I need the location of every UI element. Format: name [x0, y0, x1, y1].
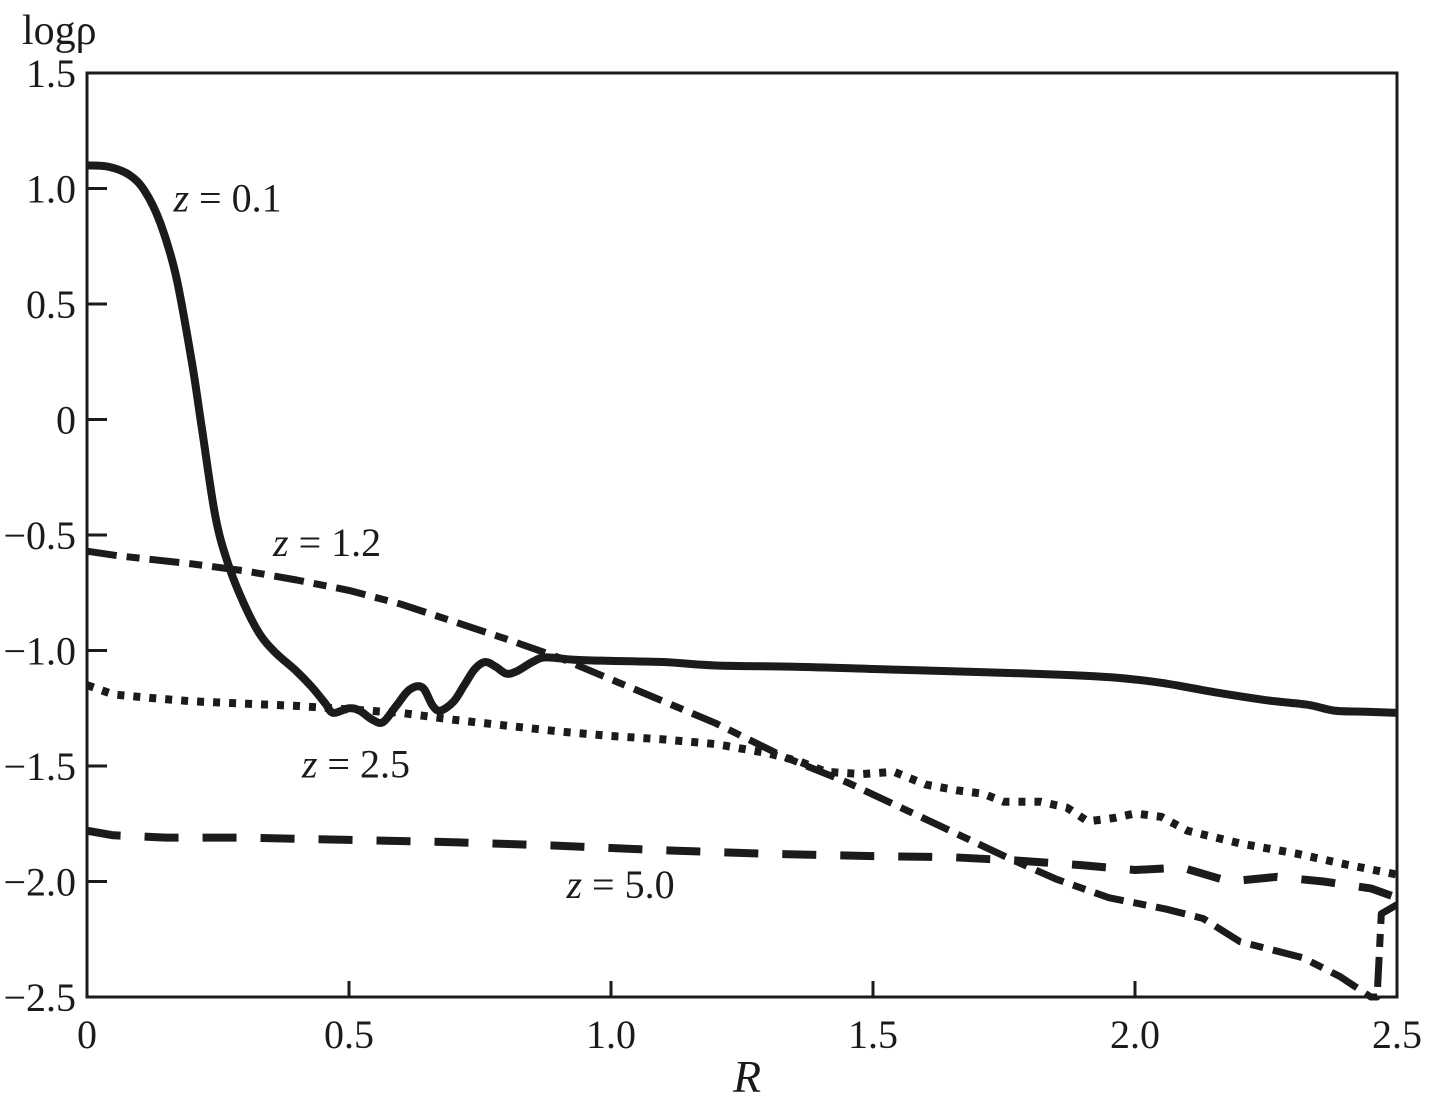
y-tick-label: 1.5 — [26, 51, 76, 96]
series-label: z = 1.2 — [272, 520, 381, 565]
curve-2.5 — [85, 681, 1398, 879]
x-tick-label: 2.0 — [1110, 1012, 1160, 1057]
series-label: z = 5.0 — [565, 862, 674, 907]
y-tick-label: −2.5 — [3, 975, 76, 1020]
y-tick-label: −1.0 — [3, 629, 76, 674]
series-label: z = 0.1 — [172, 176, 281, 221]
x-tick-label: 2.5 — [1372, 1012, 1422, 1057]
curve-1.2 — [86, 547, 1399, 1001]
x-tick-label: 1.0 — [586, 1012, 636, 1057]
plot-area: 0 0.5 1.0 1.5 2.0 2.5 1.5 1.0 0.5 0 −0.5 −1.0 −1.5 −2… — [3, 51, 1422, 1057]
y-axis-title: logρ — [22, 8, 97, 54]
curve-0.1 — [86, 161, 1398, 727]
y-tick-label: −0.5 — [3, 513, 76, 558]
curve-5.0 — [86, 826, 1399, 902]
y-tick-label: −2.0 — [3, 860, 76, 905]
x-axis-title: R — [732, 1051, 761, 1102]
x-tick-label: 1.5 — [848, 1012, 898, 1057]
y-tick-label: 0.5 — [26, 282, 76, 327]
x-tick-label: 0.5 — [324, 1012, 374, 1057]
x-tick-label: 0 — [77, 1012, 97, 1057]
y-tick-label: −1.5 — [3, 744, 76, 789]
y-tick-label: 0 — [56, 398, 76, 443]
series-label: z = 2.5 — [301, 742, 410, 787]
y-tick-label: 1.0 — [26, 167, 76, 212]
